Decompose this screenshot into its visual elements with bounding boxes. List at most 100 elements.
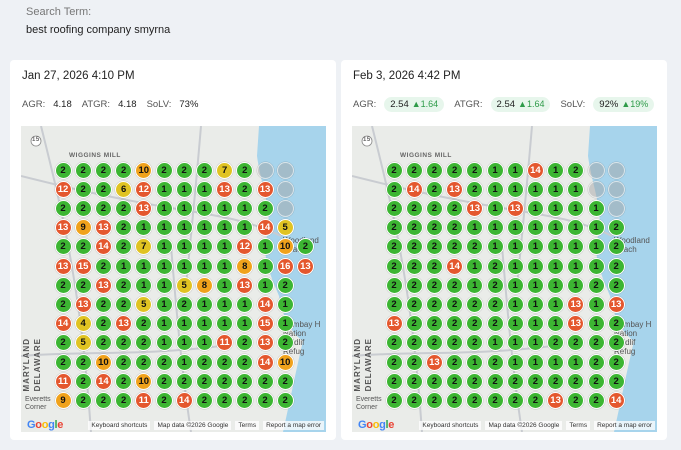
rank-pin[interactable]: 1 (506, 257, 524, 275)
rank-pin[interactable]: 1 (195, 199, 213, 217)
rank-pin[interactable]: 1 (276, 295, 294, 313)
rank-pin[interactable]: 12 (135, 180, 153, 198)
rank-pin[interactable]: 1 (506, 315, 524, 333)
rank-pin[interactable] (276, 180, 294, 198)
rank-pin[interactable]: 2 (256, 199, 274, 217)
rank-pin[interactable]: 14 (256, 219, 274, 237)
rank-pin[interactable]: 2 (256, 372, 274, 390)
rank-pin[interactable]: 2 (115, 238, 133, 256)
rank-pin[interactable]: 1 (195, 315, 213, 333)
rank-pin[interactable]: 2 (236, 334, 254, 352)
rank-pin[interactable]: 2 (446, 334, 464, 352)
rank-pin[interactable]: 2 (296, 238, 314, 256)
rank-pin[interactable]: 2 (385, 353, 403, 371)
rank-pin[interactable]: 2 (115, 334, 133, 352)
rank-pin[interactable] (607, 180, 625, 198)
rank-pin[interactable]: 2 (195, 161, 213, 179)
rank-pin[interactable]: 1 (567, 276, 585, 294)
rank-pin[interactable]: 1 (236, 219, 254, 237)
rank-pin[interactable]: 1 (175, 219, 193, 237)
rank-pin[interactable]: 1 (216, 276, 234, 294)
rank-pin[interactable]: 1 (506, 180, 524, 198)
rank-pin[interactable]: 1 (216, 219, 234, 237)
rank-pin[interactable]: 13 (296, 257, 314, 275)
rank-pin[interactable]: 2 (54, 276, 72, 294)
rank-pin[interactable]: 10 (276, 353, 294, 371)
rank-pin[interactable]: 1 (526, 180, 544, 198)
rank-pin[interactable]: 2 (405, 219, 423, 237)
rank-pin[interactable]: 2 (607, 219, 625, 237)
rank-pin[interactable]: 2 (54, 161, 72, 179)
rank-pin[interactable]: 2 (385, 295, 403, 313)
rank-pin[interactable]: 2 (405, 334, 423, 352)
rank-pin[interactable]: 1 (506, 334, 524, 352)
rank-pin[interactable]: 2 (466, 334, 484, 352)
rank-pin[interactable]: 13 (607, 295, 625, 313)
rank-pin[interactable]: 2 (425, 295, 443, 313)
rank-pin[interactable]: 1 (486, 161, 504, 179)
rank-pin[interactable]: 2 (425, 238, 443, 256)
rank-pin[interactable]: 2 (385, 199, 403, 217)
rank-pin[interactable]: 13 (425, 353, 443, 371)
rank-pin[interactable]: 2 (74, 199, 92, 217)
report-map-error-link[interactable]: Report a map error (594, 420, 655, 430)
rank-pin[interactable]: 13 (216, 180, 234, 198)
rank-pin[interactable]: 2 (446, 199, 464, 217)
rank-pin[interactable]: 1 (236, 199, 254, 217)
rank-pin[interactable]: 2 (195, 353, 213, 371)
rank-pin[interactable]: 2 (466, 238, 484, 256)
rank-pin[interactable]: 1 (135, 276, 153, 294)
rank-pin[interactable]: 1 (587, 315, 605, 333)
rank-pin[interactable]: 2 (486, 315, 504, 333)
rank-pin[interactable]: 1 (547, 295, 565, 313)
rank-pin[interactable]: 1 (175, 257, 193, 275)
rank-pin[interactable] (276, 199, 294, 217)
rank-pin[interactable]: 5 (135, 295, 153, 313)
rank-pin[interactable]: 10 (94, 353, 112, 371)
rank-pin[interactable]: 2 (54, 295, 72, 313)
rank-pin[interactable]: 14 (256, 295, 274, 313)
rank-pin[interactable]: 1 (547, 180, 565, 198)
rank-pin[interactable]: 14 (607, 391, 625, 409)
rank-pin[interactable]: 1 (195, 334, 213, 352)
rank-pin[interactable]: 14 (446, 257, 464, 275)
rank-pin[interactable]: 2 (607, 334, 625, 352)
rank-pin[interactable]: 2 (115, 276, 133, 294)
rank-pin[interactable]: 1 (526, 353, 544, 371)
rank-pin[interactable]: 9 (54, 391, 72, 409)
rank-pin[interactable]: 13 (446, 180, 464, 198)
rank-pin[interactable]: 2 (175, 161, 193, 179)
rank-pin[interactable]: 1 (155, 334, 173, 352)
rank-pin[interactable]: 13 (466, 199, 484, 217)
rank-pin[interactable]: 14 (94, 238, 112, 256)
rank-pin[interactable]: 1 (587, 199, 605, 217)
rank-pin[interactable]: 15 (74, 257, 92, 275)
rank-pin[interactable]: 2 (486, 257, 504, 275)
rank-pin[interactable]: 2 (526, 372, 544, 390)
rank-pin[interactable]: 1 (526, 295, 544, 313)
rank-pin[interactable]: 1 (587, 238, 605, 256)
rank-pin[interactable]: 13 (547, 391, 565, 409)
rank-pin[interactable]: 2 (276, 276, 294, 294)
rank-pin[interactable]: 2 (385, 180, 403, 198)
rank-pin[interactable]: 1 (587, 295, 605, 313)
rank-pin[interactable]: 1 (256, 257, 274, 275)
rank-pin[interactable]: 11 (135, 391, 153, 409)
rank-pin[interactable]: 2 (74, 180, 92, 198)
rank-pin[interactable]: 2 (446, 391, 464, 409)
rank-pin[interactable]: 2 (466, 372, 484, 390)
rank-pin[interactable]: 2 (486, 391, 504, 409)
rank-pin[interactable]: 2 (587, 276, 605, 294)
rank-pin[interactable]: 2 (216, 391, 234, 409)
rank-pin[interactable]: 5 (74, 334, 92, 352)
rank-pin[interactable]: 2 (216, 372, 234, 390)
rank-pin[interactable]: 2 (425, 334, 443, 352)
rank-pin[interactable]: 2 (74, 238, 92, 256)
rank-pin[interactable]: 1 (547, 219, 565, 237)
rank-pin[interactable]: 2 (74, 391, 92, 409)
rank-pin[interactable] (587, 180, 605, 198)
rank-pin[interactable]: 2 (567, 391, 585, 409)
rank-pin[interactable]: 1 (175, 238, 193, 256)
rank-pin[interactable]: 2 (115, 219, 133, 237)
rank-pin[interactable]: 1 (506, 219, 524, 237)
